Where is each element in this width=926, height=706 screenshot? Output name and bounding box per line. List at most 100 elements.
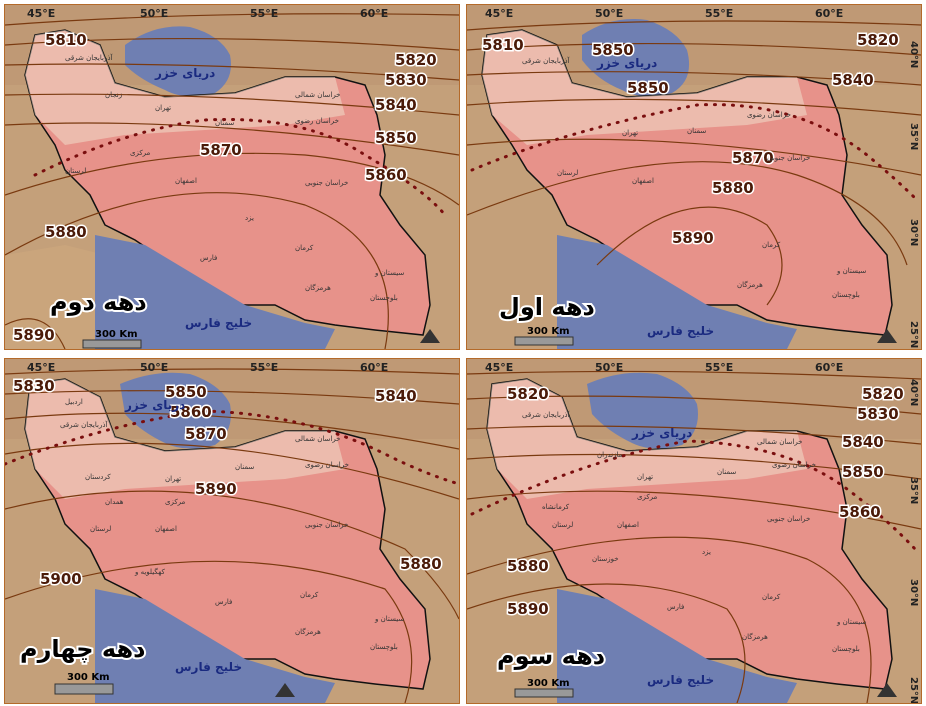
province-label: کرمان (762, 241, 781, 249)
contour-label: 5850 (627, 79, 669, 97)
map-panel-decade-2: 5810 5820 5830 5840 5850 5860 5870 5880 … (4, 4, 460, 350)
province-label: خراسان رضوی (747, 111, 791, 119)
ridge-dotted-line (470, 439, 917, 551)
lon-tick-label: 55°E (705, 361, 733, 374)
contour-label: 5890 (13, 326, 55, 344)
province-label: فارس (200, 254, 217, 262)
map-panel-decade-1: 5810 5820 5850 5840 5850 5870 5880 5890 … (466, 4, 922, 350)
ridge-dotted-line (33, 117, 447, 217)
province-label: سیستان و (374, 269, 404, 277)
province-label: سمنان (215, 119, 234, 127)
north-arrow-icon (877, 683, 897, 697)
province-label: مازندران (597, 451, 623, 459)
lat-tick-label: 35°N (908, 123, 919, 150)
contour-lines (5, 13, 459, 349)
scale-label: 300 Km (527, 326, 570, 337)
province-label: آذربایجان شرقی (60, 420, 108, 429)
contour-label: 5810 (482, 36, 524, 54)
province-label: تهران (155, 104, 171, 112)
province-label: کهگیلویه و (134, 567, 165, 576)
contour-label: 5830 (857, 405, 899, 423)
lat-tick-label: 30°N (908, 219, 919, 246)
contour-label: 5860 (839, 503, 881, 521)
persian-gulf (95, 589, 335, 703)
province-label: آذربایجان شرقی (522, 410, 570, 419)
province-label: خوزستان (592, 555, 619, 563)
contour-label: 5880 (712, 179, 754, 197)
ridge-dotted-line (5, 409, 459, 486)
contour-label: 5880 (45, 223, 87, 241)
province-label: تهران (622, 129, 638, 137)
province-label: اصفهان (632, 177, 654, 185)
province-label: مرکزی (637, 493, 658, 501)
gulf-label: خلیج فارس (175, 660, 242, 674)
lat-tick-label: 25°N (908, 321, 919, 348)
lon-tick-label: 50°E (595, 361, 623, 374)
province-label: زنجان (105, 91, 122, 99)
province-label: تهران (637, 473, 653, 481)
caspian-label: دریای خزر (154, 66, 215, 80)
north-arrow-icon (877, 329, 897, 343)
province-label: هرمزگان (742, 632, 768, 641)
contour-label: 5820 (507, 385, 549, 403)
contour-label: 5860 (365, 166, 407, 184)
caspian-sea (582, 19, 690, 97)
province-label: سیستان و (374, 615, 404, 623)
contour-label: 5890 (672, 229, 714, 247)
province-label: لرستان (552, 521, 573, 529)
caspian-label: دریای خزر (124, 398, 185, 412)
contour-label: 5890 (507, 600, 549, 618)
province-label: سمنان (235, 463, 254, 471)
decade-label: دهه دوم (50, 288, 147, 316)
province-label: سمنان (717, 468, 736, 476)
province-label: مرکزی (165, 498, 186, 506)
province-label: تهران (165, 475, 181, 483)
contour-lines (5, 368, 459, 703)
province-label: فارس (215, 598, 232, 606)
contour-label: 5900 (40, 570, 82, 588)
north-arrow-icon (275, 683, 295, 697)
lat-tick-label: 35°N (908, 477, 919, 504)
province-label: خراسان شمالی (757, 438, 803, 446)
province-label: سیستان و (836, 618, 866, 626)
province-label: لرستان (90, 525, 111, 533)
map-panel-decade-4: 5830 5840 5850 5860 5870 5880 5890 5900 … (4, 358, 460, 704)
scale-bar (54, 683, 114, 695)
lon-tick-label: 55°E (250, 361, 278, 374)
north-arrow-icon (420, 329, 440, 343)
province-label: فارس (667, 603, 684, 611)
scale-label: 300 Km (95, 329, 138, 340)
province-label: یزد (702, 548, 711, 556)
contour-label: 5820 (857, 31, 899, 49)
contour-label: 5840 (375, 96, 417, 114)
contour-label: 5860 (170, 403, 212, 421)
lon-tick-label: 50°E (595, 7, 623, 20)
province-label: خراسان شمالی (295, 91, 341, 99)
province-label: خراسان رضوی (772, 461, 816, 469)
province-label: اردبیل (65, 398, 83, 406)
province-label: بلوچستان (832, 291, 860, 299)
province-label: کرمان (300, 591, 319, 599)
province-label: هرمزگان (305, 283, 331, 292)
province-label: اصفهان (155, 525, 177, 533)
contour-label: 5820 (395, 51, 437, 69)
province-label: اصفهان (617, 521, 639, 529)
contour-label: 5850 (592, 41, 634, 59)
province-label: اصفهان (175, 177, 197, 185)
province-label: هرمزگان (737, 280, 763, 289)
caspian-label: دریای خزر (631, 426, 692, 440)
province-label: خراسان جنوبی (767, 154, 810, 162)
contour-label: 5870 (732, 149, 774, 167)
contour-label: 5870 (200, 141, 242, 159)
province-label: مرکزی (130, 149, 151, 157)
lon-tick-label: 45°E (485, 361, 513, 374)
lon-tick-label: 45°E (27, 361, 55, 374)
caspian-sea (125, 26, 231, 97)
province-label: آذربایجان شرقی (65, 53, 113, 62)
contour-label: 5840 (832, 71, 874, 89)
contour-label: 5810 (45, 31, 87, 49)
map-svg: 5810 5820 5830 5840 5850 5860 5870 5880 … (5, 5, 459, 349)
province-label: خراسان جنوبی (767, 515, 810, 523)
map-panel-decade-3: 5820 5820 5830 5840 5850 5860 5880 5890 … (466, 358, 922, 704)
lon-tick-label: 50°E (140, 361, 168, 374)
